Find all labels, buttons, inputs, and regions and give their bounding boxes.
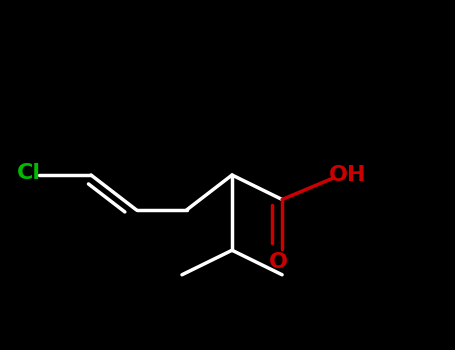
Text: Cl: Cl xyxy=(17,163,40,183)
Text: OH: OH xyxy=(329,165,367,185)
Text: O: O xyxy=(269,252,288,272)
